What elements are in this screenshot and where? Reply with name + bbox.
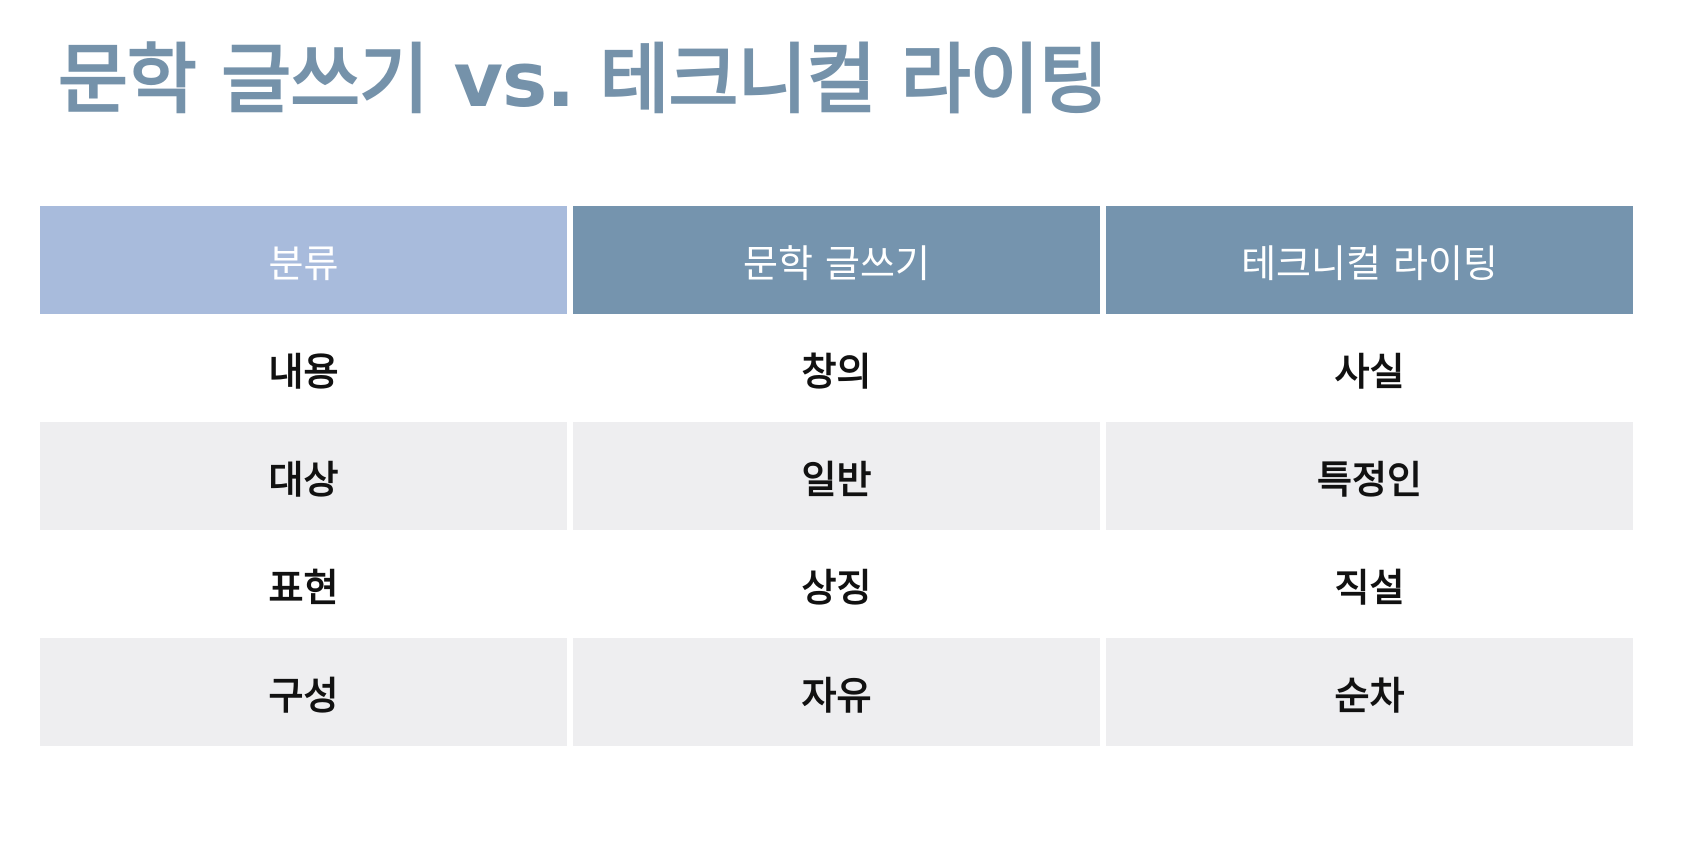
table-row: 표현 상징 직설 <box>40 530 1633 638</box>
slide-title: 문학 글쓰기 vs. 테크니컬 라이팅 <box>58 35 1109 124</box>
row-technical-cell: 순차 <box>1106 638 1633 746</box>
row-category-cell: 대상 <box>40 422 567 530</box>
row-literary-cell: 창의 <box>573 314 1100 422</box>
row-literary-cell: 일반 <box>573 422 1100 530</box>
table-header-row: 분류 문학 글쓰기 테크니컬 라이팅 <box>40 206 1633 314</box>
row-category-cell: 표현 <box>40 530 567 638</box>
row-literary-cell: 상징 <box>573 530 1100 638</box>
header-literary-writing: 문학 글쓰기 <box>573 206 1100 314</box>
row-technical-cell: 특정인 <box>1106 422 1633 530</box>
header-technical-writing: 테크니컬 라이팅 <box>1106 206 1633 314</box>
comparison-table: 분류 문학 글쓰기 테크니컬 라이팅 내용 창의 사실 대상 일반 특정인 표현… <box>34 206 1639 746</box>
table-row: 구성 자유 순차 <box>40 638 1633 746</box>
row-technical-cell: 직설 <box>1106 530 1633 638</box>
table-row: 내용 창의 사실 <box>40 314 1633 422</box>
row-literary-cell: 자유 <box>573 638 1100 746</box>
table-row: 대상 일반 특정인 <box>40 422 1633 530</box>
header-category: 분류 <box>40 206 567 314</box>
row-technical-cell: 사실 <box>1106 314 1633 422</box>
row-category-cell: 구성 <box>40 638 567 746</box>
row-category-cell: 내용 <box>40 314 567 422</box>
